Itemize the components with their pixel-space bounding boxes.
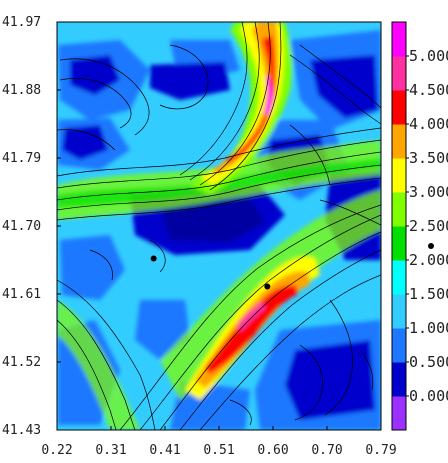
colorbar-dot	[428, 243, 434, 249]
colorbar-label: 4.500	[409, 81, 448, 99]
colorbar-swatch	[392, 192, 406, 227]
colorbar-swatch	[392, 22, 406, 57]
colorbar-label: 3.000	[409, 183, 448, 201]
y-tick-label: 41.61	[2, 287, 41, 302]
colorbar-label: 2.000	[409, 251, 448, 269]
y-tick-label: 41.79	[2, 151, 41, 166]
colorbar-swatch	[392, 56, 406, 91]
location-marker	[150, 255, 157, 262]
colorbar-label: 0.500	[409, 353, 448, 371]
colorbar-swatch	[392, 362, 406, 397]
x-tick-label: 0.22	[41, 443, 72, 458]
colorbar-swatch	[392, 90, 406, 125]
colorbar-label: 4.000	[409, 115, 448, 133]
x-tick-label: 0.79	[365, 443, 396, 458]
x-axis: 0.22 0.31 0.41 0.51 0.60 0.70 0.79	[41, 426, 397, 458]
colorbar-label: 2.500	[409, 217, 448, 235]
colorbar: 0.000 0.500 1.000 1.500 2.000 2.500 3.000 3.500…	[391, 21, 448, 431]
markers	[150, 255, 271, 290]
y-tick-label: 41.52	[2, 355, 41, 370]
location-marker	[264, 283, 271, 290]
x-tick-label: 0.70	[311, 443, 342, 458]
colorbar-swatch	[392, 396, 406, 431]
colorbar-swatch	[392, 294, 406, 329]
colorbar-label: 1.500	[409, 285, 448, 303]
colorbar-swatch	[392, 226, 406, 261]
colorbar-swatch	[392, 158, 406, 193]
y-tick-label: 41.88	[2, 83, 41, 98]
contour-field	[57, 22, 381, 430]
colorbar-label: 0.000	[409, 387, 448, 405]
x-tick-label: 0.51	[203, 443, 234, 458]
colorbar-swatch	[392, 328, 406, 363]
colorbar-label: 3.500	[409, 149, 448, 167]
colorbar-label: 5.000	[409, 47, 448, 65]
x-tick-label: 0.60	[257, 443, 288, 458]
x-tick-label: 0.41	[149, 443, 180, 458]
colorbar-swatch	[392, 124, 406, 159]
streamlines	[57, 22, 381, 430]
colorbar-label: 1.000	[409, 319, 448, 337]
y-tick-label: 41.70	[2, 219, 41, 234]
y-tick-label: 41.97	[2, 15, 41, 30]
x-tick-label: 0.31	[95, 443, 126, 458]
colorbar-swatch	[392, 260, 406, 295]
y-axis: 41.97 41.88 41.79 41.70 41.61 41.52 41.43	[2, 15, 61, 438]
y-tick-label: 41.43	[2, 423, 41, 438]
